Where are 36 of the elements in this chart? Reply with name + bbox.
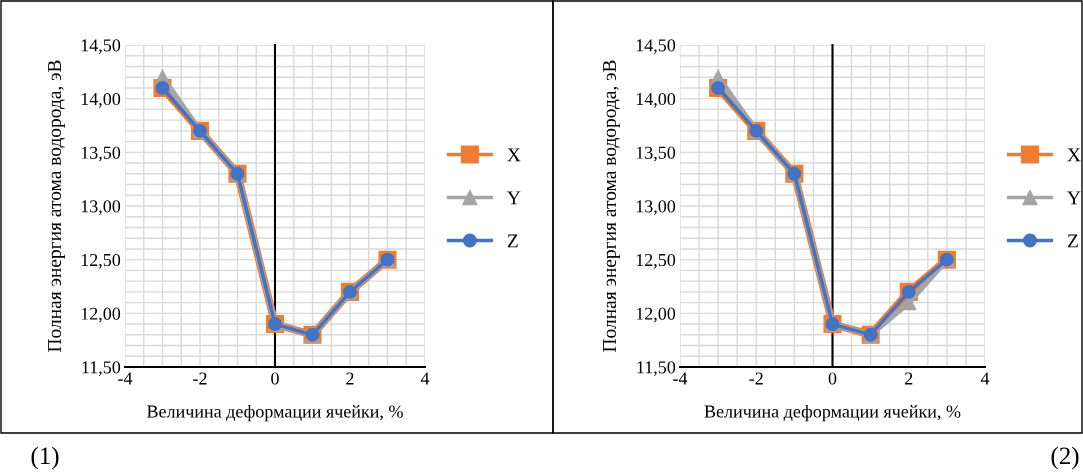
x-axis-title: Величина деформации ячейки, % <box>704 404 961 422</box>
y-tick-label: 12,50 <box>81 253 121 269</box>
y-tick-label: 12,00 <box>636 307 676 323</box>
x-tick-label: -2 <box>193 372 207 385</box>
x-tick-label: -2 <box>749 372 763 385</box>
y-tick-label: 13,50 <box>81 146 121 162</box>
y-tick-label: 12,00 <box>81 307 121 323</box>
legend-label: X <box>507 148 521 162</box>
x-tick-label: -4 <box>673 372 688 385</box>
x-axis-title: Величина деформации ячейки, % <box>147 404 403 422</box>
x-tick-label: 0 <box>828 372 837 385</box>
text: (2) <box>1051 446 1079 470</box>
y-axis-title: Полная энергия атома водорода, эВ <box>48 60 65 352</box>
x-tick-label: 4 <box>420 372 430 385</box>
y-axis-title: Полная энергия атома водорода, эВ <box>603 60 620 352</box>
legend-label: X <box>1067 148 1081 162</box>
x-tick-label: -4 <box>118 372 133 385</box>
legend-label: Y <box>507 191 521 205</box>
x-tick-label: 4 <box>980 372 990 385</box>
legend-label: Z <box>507 234 518 248</box>
y-tick-label: 14,00 <box>636 92 676 108</box>
x-tick-label: 0 <box>271 372 279 385</box>
y-tick-label: 13,00 <box>636 200 676 216</box>
y-tick-label: 14,00 <box>81 92 121 108</box>
legend-label: Z <box>1067 234 1078 248</box>
y-tick-label: 14,50 <box>81 39 121 55</box>
x-tick-label: 2 <box>905 372 913 385</box>
y-tick-label: 13,00 <box>81 200 121 216</box>
y-tick-label: 11,50 <box>82 361 121 377</box>
y-tick-label: 12,50 <box>636 253 676 269</box>
x-tick-label: 2 <box>346 372 354 385</box>
text: (1) <box>31 446 59 470</box>
y-tick-label: 14,50 <box>636 39 676 55</box>
y-tick-label: 11,50 <box>637 361 676 377</box>
y-tick-label: 13,50 <box>636 146 676 162</box>
legend-label: Y <box>1067 191 1081 205</box>
